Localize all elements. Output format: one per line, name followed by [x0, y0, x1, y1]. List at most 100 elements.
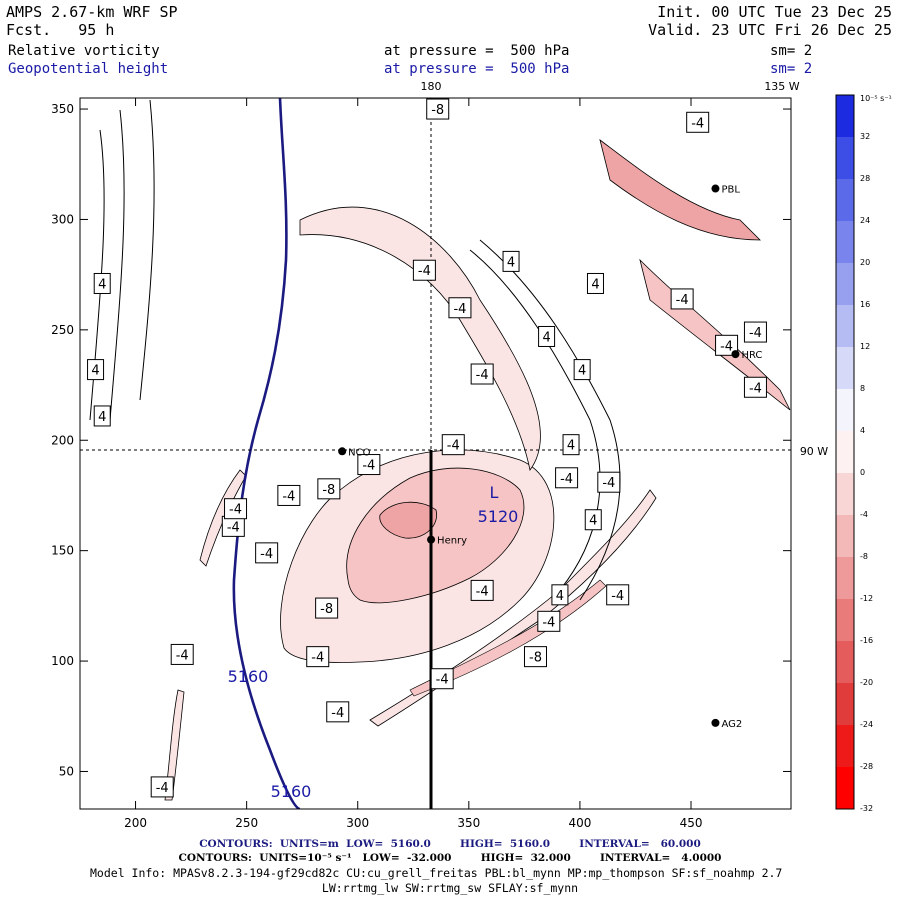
forecast-hours: 95 h	[78, 21, 115, 39]
label-text: -4	[542, 615, 555, 630]
x-tick-label: 300	[346, 816, 369, 830]
init-time: Init. 00 UTC Tue 23 Dec 25	[657, 3, 892, 21]
label-box	[470, 363, 494, 385]
colorbar-swatch	[836, 557, 854, 600]
label-box	[448, 297, 472, 319]
colorbar-swatch	[836, 767, 854, 810]
vorticity-contour-label: 4	[538, 325, 556, 347]
label-box	[551, 584, 569, 606]
vorticity-contour-label: -4	[221, 515, 245, 537]
y-tick-label: 100	[51, 654, 74, 668]
colorbar-swatch	[836, 263, 854, 306]
label-box	[357, 454, 381, 476]
footer-vorticity-contours: CONTOURS: UNITS=10⁻⁵ s⁻¹ LOW= -32.000 HI…	[178, 852, 722, 864]
label-text: 4	[542, 330, 550, 345]
colorbar-tick-label: -28	[860, 762, 873, 771]
label-box	[715, 334, 739, 356]
field2-smoothing: sm= 2	[770, 61, 813, 77]
colorbar-tick-label: 4	[860, 426, 865, 435]
low-letter: L	[490, 483, 499, 502]
colorbar-tick-label: 28	[860, 174, 870, 183]
label-text: -4	[560, 472, 573, 487]
y-tick-label: 50	[59, 764, 74, 778]
vorticity-positive-contour	[469, 249, 601, 591]
valid-time: Valid. 23 UTC Fri 26 Dec 25	[648, 21, 892, 39]
vorticity-contour-label: -4	[715, 334, 739, 356]
colorbar-swatch	[836, 137, 854, 180]
vorticity-contour-label: -4	[743, 321, 767, 343]
label-box	[326, 701, 350, 723]
vorticity-contour-label: -4	[686, 111, 710, 133]
vorticity-contour-label: -4	[430, 668, 454, 690]
vorticity-contour-label: -4	[277, 484, 301, 506]
colorbar-frame	[835, 94, 855, 810]
label-text: -4	[176, 648, 189, 663]
label-text: -4	[611, 589, 624, 604]
vorticity-positive-contour	[109, 109, 125, 421]
colorbar-tick-label: -12	[860, 594, 873, 603]
vorticity-shade-mid	[346, 467, 525, 604]
label-text: 4	[578, 364, 586, 379]
label-text: 4	[91, 364, 99, 379]
label-box	[170, 643, 194, 665]
label-box	[597, 471, 621, 493]
label-text: -4	[227, 520, 240, 535]
label-text: -4	[453, 302, 466, 317]
vorticity-contour-label: -4	[597, 471, 621, 493]
vorticity-tail-band-2	[409, 579, 607, 697]
field2-level: at pressure = 500 hPa	[384, 61, 570, 77]
label-text: -4	[282, 489, 295, 504]
label-text: 4	[556, 589, 564, 604]
label-text: -4	[476, 584, 489, 599]
label-box	[606, 584, 630, 606]
colorbar-tick-label: -4	[860, 510, 868, 519]
vorticity-contour-label: -8	[523, 646, 547, 668]
colorbar-unit: 10⁻⁵ s⁻¹	[860, 94, 892, 103]
label-text: 4	[98, 410, 106, 425]
footer-height-contours: CONTOURS: UNITS=m LOW= 5160.0 HIGH= 5160…	[199, 838, 701, 850]
vorticity-contour-label: -4	[555, 467, 579, 489]
vorticity-trough-band	[599, 139, 761, 241]
x-tick-label: 350	[457, 816, 480, 830]
station-label: AG2	[721, 719, 742, 730]
colorbar-swatch	[836, 95, 854, 138]
stations-layer: NCO Henry PBL HRC AG2	[338, 184, 762, 730]
colorbar-swatch	[836, 305, 854, 348]
field1-name: Relative vorticity	[8, 43, 160, 59]
label-box	[686, 111, 710, 133]
colorbar-tick-label: -24	[860, 720, 873, 729]
colorbar-tick-label: 0	[860, 468, 865, 477]
vorticity-contour-label: -4	[537, 610, 561, 632]
colorbar-swatch	[836, 683, 854, 726]
label-box	[562, 434, 580, 456]
label-box	[670, 288, 694, 310]
station-marker	[711, 184, 720, 193]
lon-label-180: 180	[421, 80, 442, 93]
station-marker	[427, 535, 436, 544]
label-text: -4	[676, 293, 689, 308]
vorticity-contour-label: 4	[93, 272, 111, 294]
label-box	[523, 646, 547, 668]
x-tick-label: 400	[568, 816, 591, 830]
label-box	[430, 668, 454, 690]
label-text: -8	[322, 483, 335, 498]
vorticity-contour-label: 4	[93, 405, 111, 427]
label-text: -4	[447, 439, 460, 454]
colorbar-tick-label: -20	[860, 678, 873, 687]
vorticity-contour-label: -4	[170, 643, 194, 665]
label-text: -4	[720, 339, 733, 354]
label-text: 4	[567, 439, 575, 454]
field2-name: Geopotential height	[8, 61, 169, 77]
vorticity-contour-label: -4	[255, 542, 279, 564]
vorticity-contour-label: -4	[470, 579, 494, 601]
label-box	[255, 542, 279, 564]
colorbar-swatch	[836, 515, 854, 558]
y-tick-label: 350	[51, 102, 74, 116]
vorticity-labels-layer: -8-444-4-44-4-4-4 4-44-4-4-4 -4-8-44-4-44-…	[87, 98, 767, 798]
vorticity-height-map: -8-444-4-44-4-4-4 4-44-4-4-4 -4-8-44-4-44-…	[51, 80, 892, 830]
label-box	[224, 498, 248, 520]
station-marker	[731, 350, 740, 359]
low-value: 5120	[478, 507, 519, 526]
vorticity-positive-contour	[139, 99, 155, 401]
label-box	[743, 376, 767, 398]
